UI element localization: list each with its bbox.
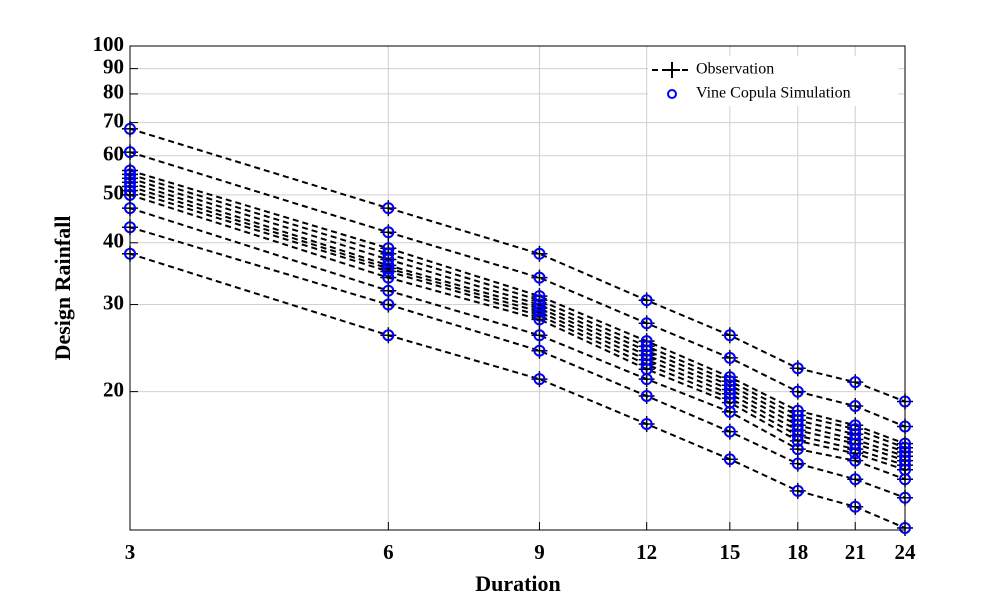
observation-line (129, 185, 906, 462)
x-tick-label: 3 (125, 540, 136, 564)
simulation-marker (640, 294, 653, 307)
y-tick-label: 100 (93, 32, 125, 56)
x-tick-label: 21 (845, 540, 866, 564)
simulation-marker (723, 329, 736, 342)
legend-marker (667, 89, 677, 99)
simulation-marker (533, 373, 546, 386)
simulation-marker (849, 400, 862, 413)
observation-line (129, 173, 906, 449)
observation-line (129, 177, 906, 453)
simulation-marker (640, 389, 653, 402)
simulation-marker (533, 247, 546, 260)
simulation-marker (640, 317, 653, 330)
simulation-marker (533, 329, 546, 342)
simulation-marker (382, 202, 395, 215)
simulation-marker (849, 500, 862, 513)
simulation-marker (533, 313, 546, 326)
simulation-marker (849, 454, 862, 467)
plot-frame (129, 45, 906, 531)
simulation-marker (849, 376, 862, 389)
simulation-marker (791, 385, 804, 398)
observation-line (129, 193, 906, 471)
legend: Observation Vine Copula Simulation (648, 56, 898, 106)
observation-line (129, 207, 906, 481)
simulation-marker (791, 457, 804, 470)
simulation-marker (382, 284, 395, 297)
simulation-marker (533, 271, 546, 284)
simulation-marker (849, 473, 862, 486)
y-tick-label: 40 (103, 229, 124, 253)
x-tick-label: 9 (534, 540, 545, 564)
x-tick-label: 12 (636, 540, 657, 564)
observation-line (129, 169, 906, 445)
y-tick-label: 20 (103, 377, 124, 401)
simulation-marker (791, 443, 804, 456)
simulation-marker (533, 344, 546, 357)
simulation-marker (640, 418, 653, 431)
y-tick-label: 90 (103, 54, 124, 78)
simulation-marker (382, 329, 395, 342)
observation-line (129, 181, 906, 458)
simulation-marker (791, 484, 804, 497)
x-tick-label: 18 (787, 540, 808, 564)
observation-line (129, 226, 906, 499)
simulation-marker (723, 351, 736, 364)
y-tick-label: 30 (103, 290, 124, 314)
legend-label: Vine Copula Simulation (696, 85, 851, 102)
observation-line (129, 189, 906, 467)
simulation-marker (382, 226, 395, 239)
x-axis-label: Duration (475, 571, 561, 596)
observation-line (129, 127, 906, 403)
y-tick-label: 80 (103, 80, 124, 104)
simulation-marker (640, 373, 653, 386)
y-axis-label: Design Rainfall (50, 216, 75, 361)
simulation-marker (723, 453, 736, 466)
simulation-marker (723, 405, 736, 418)
x-tick-label: 6 (383, 540, 394, 564)
observation-line (129, 151, 906, 428)
legend-box (648, 56, 898, 106)
legend-label: Observation (696, 61, 774, 78)
y-tick-label: 50 (103, 181, 124, 205)
simulation-marker (723, 425, 736, 438)
simulation-marker (791, 362, 804, 375)
x-tick-label: 15 (719, 540, 740, 564)
x-tick-label: 24 (895, 540, 917, 564)
simulation-marker (382, 271, 395, 284)
y-tick-label: 60 (103, 142, 124, 166)
y-tick-label: 70 (103, 108, 124, 132)
simulation-marker (382, 298, 395, 311)
